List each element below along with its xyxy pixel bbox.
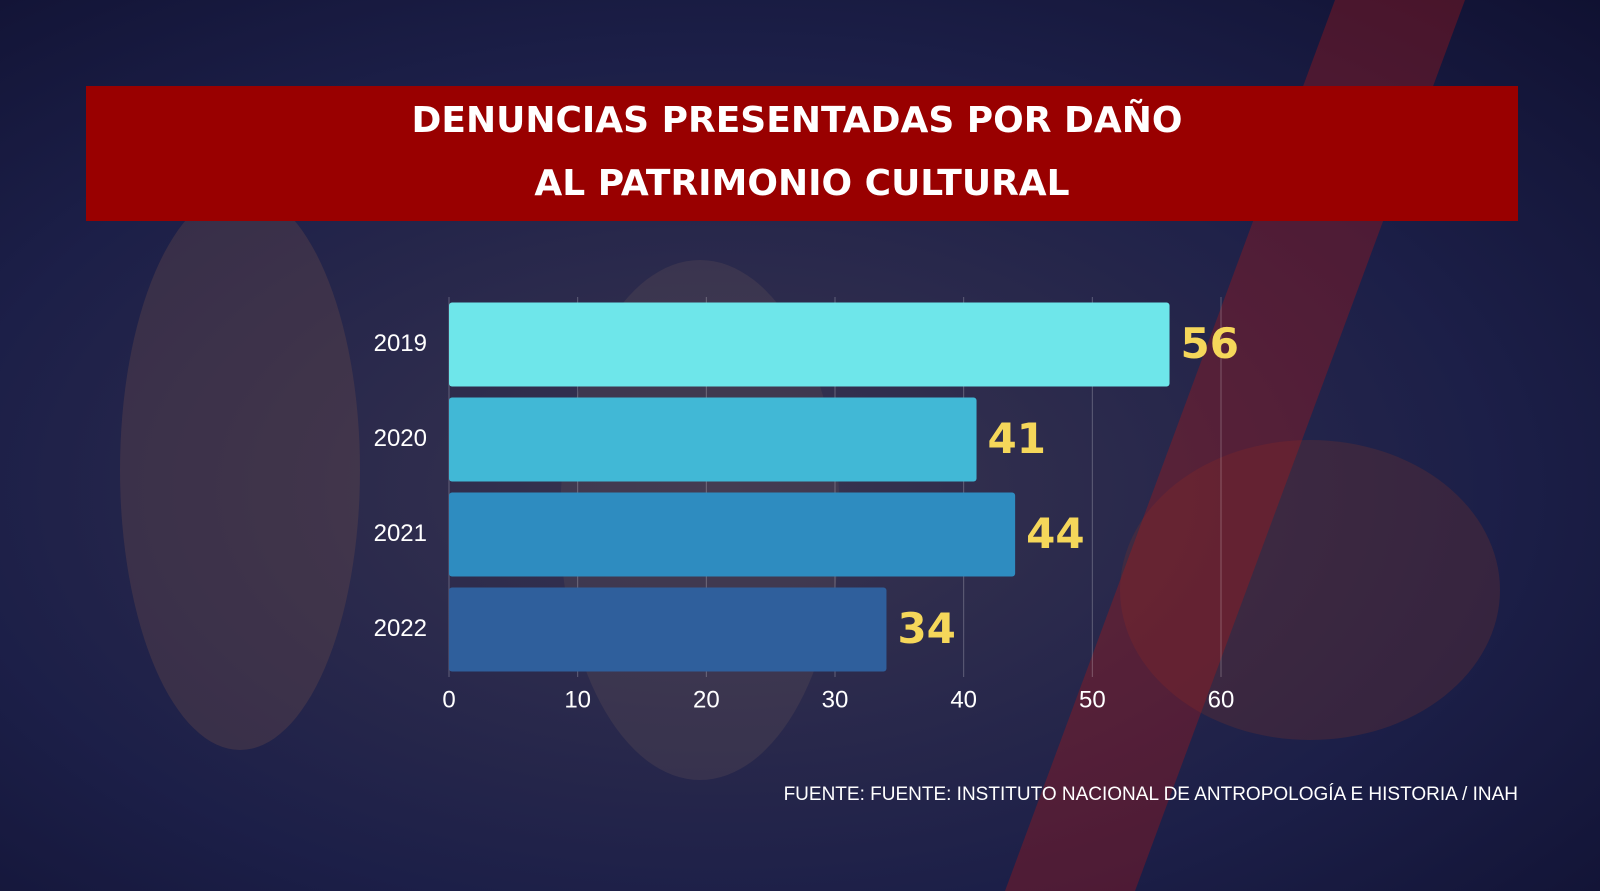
- x-tick-label: 60: [1208, 686, 1235, 713]
- chart-title: DENUNCIAS PRESENTADAS POR DAÑO: [412, 99, 1183, 141]
- x-tick-label: 20: [693, 686, 720, 713]
- bar: [449, 302, 1170, 387]
- chart-title: AL PATRIMONIO CULTURAL: [534, 163, 1069, 204]
- y-tick-label: 2022: [374, 615, 427, 642]
- x-tick-label: 50: [1079, 686, 1106, 713]
- x-tick-label: 10: [564, 686, 591, 713]
- value-label: 41: [988, 414, 1046, 463]
- source-note: FUENTE: FUENTE: INSTITUTO NACIONAL DE AN…: [784, 784, 1518, 805]
- title-banner: [86, 86, 1518, 221]
- bar: [449, 397, 977, 482]
- x-tick-label: 0: [442, 686, 455, 713]
- value-label: 56: [1181, 319, 1239, 368]
- y-tick-label: 2019: [374, 330, 427, 357]
- x-tick-label: 30: [822, 686, 849, 713]
- bar: [449, 492, 1016, 577]
- y-tick-label: 2021: [374, 520, 427, 547]
- y-tick-label: 2020: [374, 425, 427, 452]
- value-label: 34: [897, 604, 955, 653]
- red-stripe: [1005, 0, 1465, 891]
- value-label: 44: [1026, 509, 1084, 558]
- x-tick-label: 40: [950, 686, 977, 713]
- bar: [449, 587, 887, 672]
